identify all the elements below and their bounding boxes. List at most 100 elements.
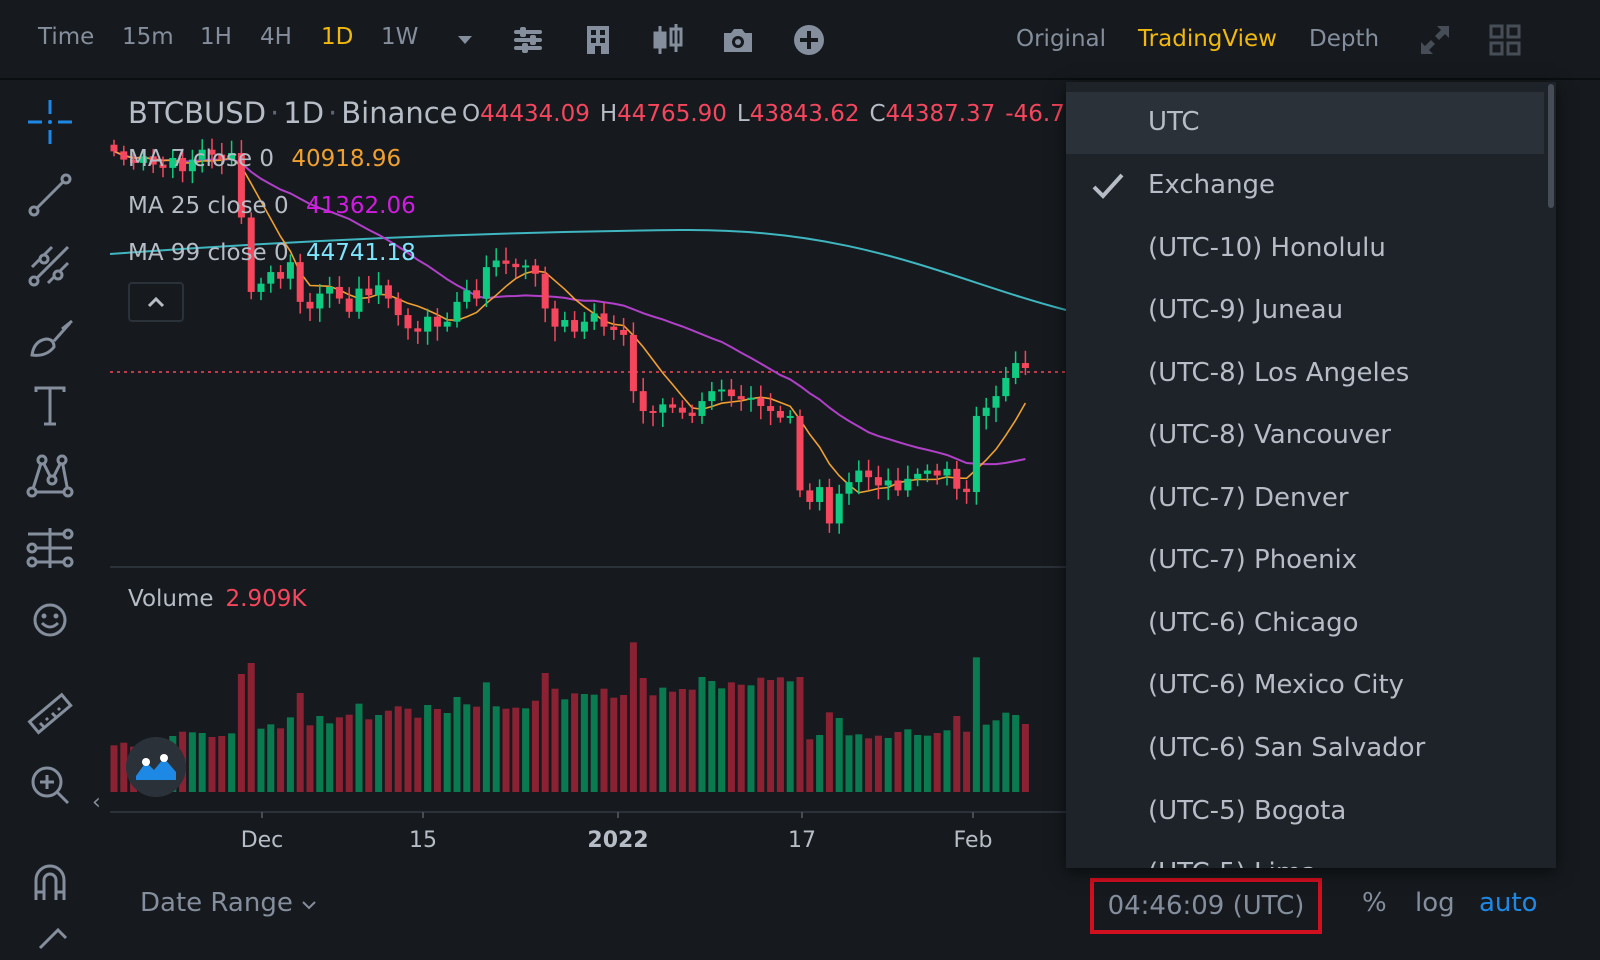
tz-item-denver[interactable]: (UTC-7) Denver bbox=[1066, 468, 1544, 530]
candle bbox=[306, 292, 314, 322]
candle bbox=[727, 379, 735, 407]
candle bbox=[267, 265, 275, 293]
volume-bar bbox=[561, 699, 569, 792]
date-range-button[interactable]: Date Range bbox=[140, 888, 317, 918]
percent-scale-toggle[interactable]: % bbox=[1362, 888, 1387, 918]
ma25-line bbox=[113, 150, 1026, 466]
candle bbox=[718, 379, 726, 401]
view-tradingview[interactable]: TradingView bbox=[1138, 26, 1277, 52]
candle bbox=[531, 258, 539, 287]
ma25-value: 41362.06 bbox=[305, 193, 416, 219]
tz-item-exchange[interactable]: Exchange bbox=[1066, 155, 1544, 217]
tz-item-los-angeles[interactable]: (UTC-8) Los Angeles bbox=[1066, 343, 1544, 405]
tz-item-san-salvador[interactable]: (UTC-6) San Salvador bbox=[1066, 718, 1544, 780]
layout-grid-icon[interactable] bbox=[1485, 20, 1525, 60]
prediction-icon[interactable] bbox=[22, 520, 78, 576]
timezone-dropdown: UTC Exchange (UTC-10) Honolulu (UTC-9) J… bbox=[1066, 82, 1556, 868]
volume-bar bbox=[963, 731, 971, 792]
volume-bar bbox=[904, 729, 912, 792]
crosshair-icon[interactable] bbox=[22, 94, 78, 150]
indicators-icon[interactable] bbox=[508, 20, 548, 60]
candle bbox=[972, 406, 980, 505]
timeframe-4h[interactable]: 4H bbox=[260, 24, 292, 50]
ma7-legend: MA 7 close 0 40918.96 bbox=[128, 146, 401, 172]
timeframe-1d[interactable]: 1D bbox=[321, 24, 354, 50]
candle bbox=[629, 322, 637, 403]
fullscreen-icon[interactable] bbox=[1415, 20, 1455, 60]
tz-item-phoenix[interactable]: (UTC-7) Phoenix bbox=[1066, 530, 1544, 592]
candlesticks bbox=[110, 138, 1029, 534]
tz-item-juneau[interactable]: (UTC-9) Juneau bbox=[1066, 280, 1544, 342]
auto-scale-toggle[interactable]: auto bbox=[1479, 888, 1538, 918]
candle bbox=[904, 465, 912, 497]
timeframe-1h[interactable]: 1H bbox=[200, 24, 232, 50]
volume-bar bbox=[404, 708, 412, 792]
low-value: 43843.62 bbox=[749, 101, 860, 127]
candle bbox=[316, 284, 324, 322]
candle bbox=[228, 140, 236, 166]
tz-item-utc[interactable]: UTC bbox=[1066, 92, 1544, 154]
dropdown-scrollbar[interactable] bbox=[1548, 84, 1554, 208]
view-depth[interactable]: Depth bbox=[1309, 26, 1380, 52]
volume-bar bbox=[424, 705, 432, 792]
tz-item-chicago[interactable]: (UTC-6) Chicago bbox=[1066, 593, 1544, 655]
timeframe-time[interactable]: Time bbox=[38, 24, 95, 50]
chart-type-icon[interactable] bbox=[648, 20, 688, 60]
ruler-icon[interactable] bbox=[22, 687, 78, 743]
candle bbox=[502, 247, 510, 275]
x-label-17: 17 bbox=[788, 828, 816, 853]
volume-bar bbox=[257, 728, 265, 792]
tz-item-label: (UTC-6) Mexico City bbox=[1148, 670, 1405, 700]
chevron-down-icon[interactable] bbox=[445, 20, 485, 60]
lock-icon[interactable] bbox=[22, 920, 78, 960]
emoji-icon[interactable] bbox=[22, 592, 78, 648]
high-value: 44765.90 bbox=[617, 101, 727, 127]
tz-item-mexico-city[interactable]: (UTC-6) Mexico City bbox=[1066, 655, 1544, 717]
tz-item-bogota[interactable]: (UTC-5) Bogota bbox=[1066, 781, 1544, 843]
tz-item-honolulu[interactable]: (UTC-10) Honolulu bbox=[1066, 218, 1544, 280]
volume-bar bbox=[492, 706, 500, 792]
templates-icon[interactable] bbox=[578, 20, 618, 60]
timeframe-1w[interactable]: 1W bbox=[381, 24, 419, 50]
volume-bar bbox=[218, 736, 226, 792]
zoom-in-icon[interactable] bbox=[22, 757, 78, 813]
view-original[interactable]: Original bbox=[1016, 26, 1107, 52]
trendline-icon[interactable] bbox=[22, 167, 78, 223]
drawing-toolbar bbox=[0, 82, 100, 960]
volume-bar bbox=[1002, 712, 1010, 792]
volume-bar bbox=[198, 733, 206, 792]
x-label-15: 15 bbox=[409, 828, 437, 853]
candle bbox=[365, 276, 373, 304]
pitchfork-icon[interactable] bbox=[22, 237, 78, 293]
volume-bar bbox=[874, 735, 882, 792]
scroll-left-icon[interactable]: ‹ bbox=[92, 790, 101, 815]
candle bbox=[649, 405, 657, 427]
candle bbox=[247, 212, 255, 300]
candle bbox=[198, 139, 206, 173]
volume-bar bbox=[727, 682, 735, 792]
volume-bar bbox=[277, 728, 285, 792]
ma25-legend: MA 25 close 0 41362.06 bbox=[128, 193, 416, 219]
symbol-name: BTCBUSD bbox=[128, 96, 267, 130]
pattern-icon[interactable] bbox=[22, 448, 78, 504]
magnet-icon[interactable] bbox=[22, 854, 78, 910]
price-chart[interactable] bbox=[0, 82, 1100, 872]
candle bbox=[845, 472, 853, 505]
timezone-clock-button[interactable]: 04:46:09 (UTC) bbox=[1090, 878, 1322, 934]
add-icon[interactable] bbox=[789, 20, 829, 60]
candle bbox=[208, 138, 216, 169]
volume-bar bbox=[384, 710, 392, 792]
timeframe-15m[interactable]: 15m bbox=[122, 24, 174, 50]
text-icon[interactable] bbox=[22, 378, 78, 434]
brush-icon[interactable] bbox=[22, 307, 78, 363]
log-scale-toggle[interactable]: log bbox=[1415, 888, 1455, 918]
collapse-legend-button[interactable] bbox=[128, 282, 184, 322]
volume-value: 2.909K bbox=[225, 586, 307, 612]
tz-item-lima[interactable]: (UTC-5) Lima bbox=[1066, 843, 1544, 868]
ma7-label: MA 7 close 0 bbox=[128, 146, 275, 172]
tz-item-vancouver[interactable]: (UTC-8) Vancouver bbox=[1066, 405, 1544, 467]
candle bbox=[237, 140, 245, 224]
tradingview-logo-icon[interactable] bbox=[126, 737, 186, 797]
candle bbox=[610, 315, 618, 340]
screenshot-icon[interactable] bbox=[718, 20, 758, 60]
